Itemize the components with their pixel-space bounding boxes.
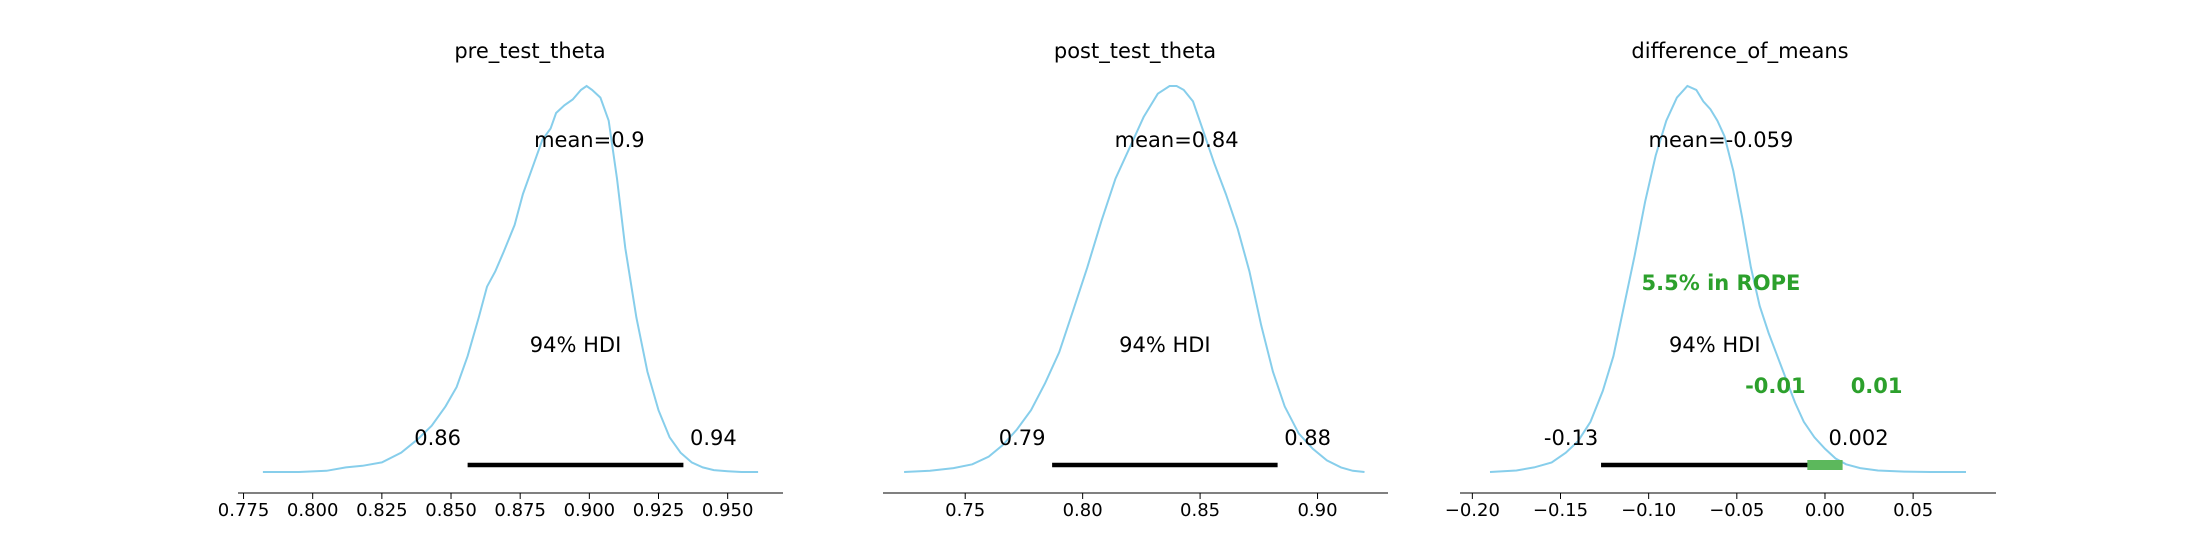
hdi-label: 94% HDI [1119,333,1211,357]
x-tick-label: 0.875 [494,500,546,521]
rope-low-label: -0.01 [1745,374,1806,398]
hdi-label: 94% HDI [1669,333,1761,357]
x-tick-label: 0.775 [218,500,270,521]
x-tick-label: 0.950 [702,500,754,521]
x-tick-label: 0.85 [1180,500,1220,521]
x-tick-label: −0.15 [1533,500,1588,521]
x-tick-label: 0.05 [1893,500,1933,521]
panel-difference-of-means: difference_of_means mean=-0.059 5.5% in … [1445,39,1996,521]
x-ticks: 0.775 0.800 0.825 0.850 0.875 0.900 0.925 0.950 [218,493,754,521]
panel-pre-test-theta: pre_test_theta mean=0.9 94% HDI 0.86 0.9… [218,39,783,521]
panel-post-test-theta: post_test_theta mean=0.84 94% HDI 0.79 0… [883,39,1388,521]
rope-region [1807,460,1843,470]
density-curve [1489,84,1966,473]
hdi-label: 94% HDI [530,333,622,357]
hdi-low-label: -0.13 [1544,426,1598,450]
x-ticks: −0.20 −0.15 −0.10 −0.05 0.00 0.05 [1445,493,1933,521]
mean-label: mean=-0.059 [1649,128,1794,152]
x-tick-label: 0.825 [356,500,408,521]
rope-label: 5.5% in ROPE [1642,271,1801,295]
hdi-low-label: 0.86 [414,426,461,450]
x-ticks: 0.75 0.80 0.85 0.90 [945,493,1338,521]
x-tick-label: 0.80 [1063,500,1103,521]
x-tick-label: −0.05 [1709,500,1764,521]
hdi-high-label: 0.002 [1828,426,1888,450]
x-tick-label: 0.00 [1805,500,1845,521]
hdi-high-label: 0.88 [1284,426,1331,450]
x-tick-label: 0.90 [1297,500,1337,521]
rope-high-label: 0.01 [1851,374,1903,398]
mean-label: mean=0.84 [1115,128,1239,152]
x-tick-label: 0.75 [945,500,985,521]
x-tick-label: 0.850 [425,500,477,521]
hdi-high-label: 0.94 [690,426,737,450]
panel-title: difference_of_means [1631,39,1848,64]
x-tick-label: 0.800 [287,500,339,521]
x-tick-label: 0.900 [564,500,616,521]
x-tick-label: 0.925 [633,500,685,521]
density-curve [262,84,759,473]
x-tick-label: −0.10 [1621,500,1676,521]
x-tick-label: −0.20 [1445,500,1500,521]
hdi-low-label: 0.79 [999,426,1046,450]
mean-label: mean=0.9 [534,128,645,152]
panel-title: pre_test_theta [454,39,605,64]
panel-title: post_test_theta [1054,39,1216,64]
density-curve [904,85,1365,473]
